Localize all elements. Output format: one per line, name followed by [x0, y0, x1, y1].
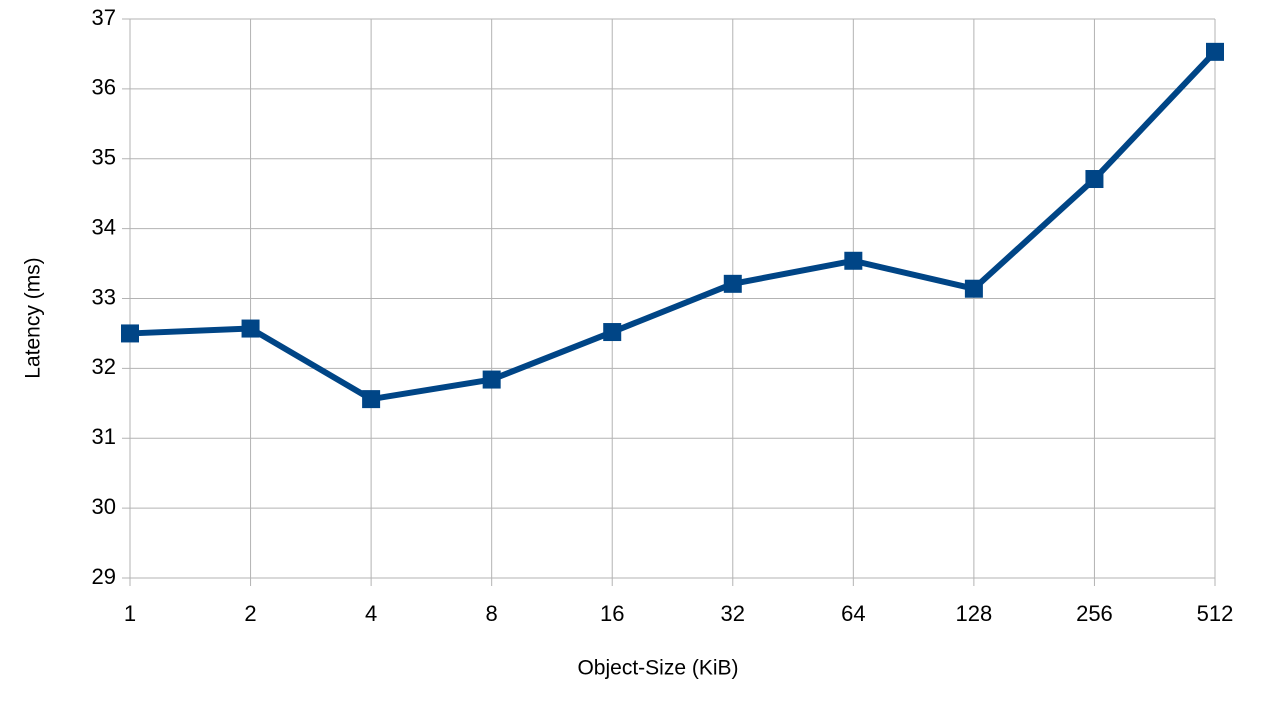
x-axis-title: Object-Size (KiB)	[577, 657, 738, 680]
y-tick-label: 29	[92, 564, 116, 589]
x-tick-label: 256	[1076, 601, 1113, 626]
x-tick-label: 128	[956, 601, 993, 626]
x-tick-label: 64	[841, 601, 865, 626]
y-tick-label: 31	[92, 424, 116, 449]
x-tick-label: 2	[244, 601, 256, 626]
marker	[1085, 170, 1104, 189]
x-tick-label: 512	[1197, 601, 1234, 626]
x-tick-label: 8	[486, 601, 498, 626]
x-tick-label: 1	[124, 601, 136, 626]
marker	[1206, 42, 1224, 61]
marker	[482, 370, 501, 389]
y-tick-label: 35	[92, 145, 116, 170]
x-tick-label: 4	[365, 601, 377, 626]
y-tick-label: 32	[92, 354, 116, 379]
x-tick-label: 32	[721, 601, 745, 626]
marker	[241, 319, 260, 338]
y-tick-label: 33	[92, 284, 116, 309]
y-axis-title: Latency (ms)	[22, 257, 45, 378]
marker	[723, 274, 742, 293]
marker	[844, 251, 863, 270]
line	[129, 49, 1218, 403]
marker	[121, 324, 139, 343]
y-tick-label: 30	[92, 494, 116, 519]
y-tick-label: 34	[92, 214, 116, 239]
y-tick-label: 36	[92, 75, 116, 100]
y-tick-label: 37	[92, 5, 116, 30]
x-tick-label: 16	[600, 601, 624, 626]
marker	[964, 279, 983, 298]
marker	[603, 323, 622, 342]
marker	[362, 390, 381, 409]
